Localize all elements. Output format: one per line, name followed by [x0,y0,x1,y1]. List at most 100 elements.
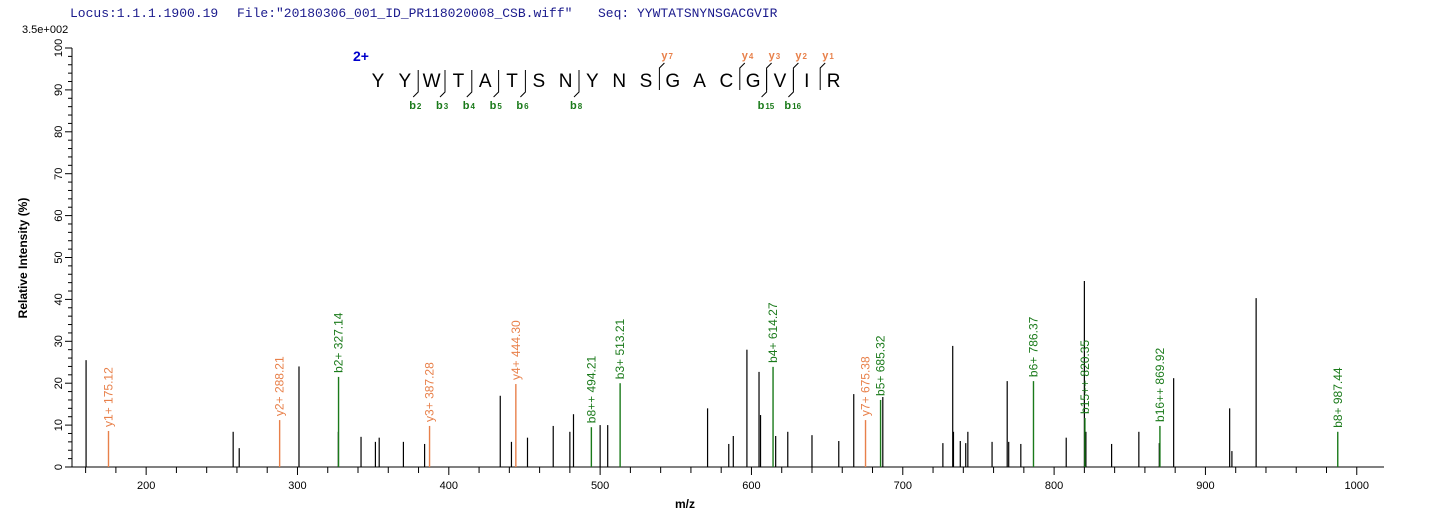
y-ion-marker: y4 [742,50,754,62]
residue: Y [398,71,411,92]
y-ion-number: 2 [803,52,808,61]
residue: N [559,71,573,92]
b-ion-letter: b [463,100,470,112]
residue: Y [372,71,385,92]
b-ion-letter: b [570,100,577,112]
b-ion-letter: b [516,100,523,112]
x-axis-label: m/z [675,497,695,511]
intensity-scale-label: 3.5e+002 [22,24,68,36]
y-tick-label: 0 [53,464,65,470]
residue: S [640,71,653,92]
y-ion-number: 3 [776,52,781,61]
b-ion-peak-label: b16++ 869.92 [1153,348,1167,422]
b-ion-letter: b [409,100,416,112]
residue: T [453,71,465,92]
residue: Y [586,71,599,92]
y-tick-label: 20 [53,377,65,389]
residue: S [532,71,545,92]
x-tick-label: 300 [288,480,306,492]
x-tick-label: 900 [1196,480,1214,492]
b-ion-number: 15 [765,102,774,111]
y-ion-number: 7 [669,52,674,61]
b-ion-number: 3 [444,102,449,111]
x-tick-label: 700 [894,480,912,492]
x-tick-label: 800 [1045,480,1063,492]
y-ion-peak-label: y1+ 175.12 [101,367,115,427]
residue: G [665,71,680,92]
b-ion-marker: b8 [570,100,583,112]
residue: T [506,71,518,92]
y-ion-peak-label: y4+ 444.30 [509,320,523,380]
y-ion-letter: y [822,50,829,62]
y-ion-number: 4 [749,52,754,61]
sequence-label: Seq: YYWTATSNYNSGACGVIR [598,6,778,21]
x-tick-label: 200 [137,480,155,492]
y-ion-marker: y2 [795,50,807,62]
b-ion-bracket [761,70,768,98]
y-tick-label: 90 [53,84,65,96]
y-ion-bracket [792,62,799,90]
b-ion-letter: b [436,100,443,112]
residue: V [774,71,787,92]
b-ion-bracket [493,70,500,98]
y-tick-label: 50 [53,251,65,263]
b-ion-marker: b2 [409,100,422,112]
y-ion-peak-label: y2+ 288.21 [273,356,287,416]
y-ion-letter: y [742,50,749,62]
b-ion-number: 2 [417,102,422,111]
y-tick-label: 100 [53,39,65,57]
x-tick-label: 1000 [1345,480,1369,492]
b-ion-bracket [466,70,473,98]
locus-label: Locus:1.1.1.1900.19 [70,6,218,21]
b-ion-letter: b [758,100,765,112]
b-ion-bracket [788,70,794,98]
residue: N [612,71,626,92]
b-ion-marker: b5 [490,100,503,112]
y-ion-letter: y [769,50,776,62]
y-ion-bracket [766,62,772,90]
x-tick-label: 600 [742,480,760,492]
b-ion-marker: b16 [784,100,801,112]
residue: W [423,71,441,92]
y-ion-marker: y3 [769,50,781,62]
b-ion-number: 5 [497,102,502,111]
b-ion-bracket [573,70,580,98]
y-ion-marker: y7 [661,50,673,62]
b-ion-letter: b [490,100,497,112]
y-ion-bracket [658,62,665,90]
y-tick-label: 80 [53,126,65,138]
residue: A [479,71,492,92]
residue: G [746,71,761,92]
b-ion-bracket [439,70,446,98]
b-ion-bracket [520,70,526,98]
b-ion-number: 4 [471,102,476,111]
b-ion-peak-label: b8++ 494.21 [584,355,598,423]
b-ion-peak-label: b3+ 513.21 [613,318,627,379]
x-tick-label: 400 [440,480,458,492]
b-ion-peak-label: b15++ 820.35 [1078,340,1092,414]
b-ion-marker: b6 [516,100,529,112]
residue: R [827,71,841,92]
y-axis-label: Relative Intensity (%) [16,198,30,319]
b-ion-peak-label: b4+ 614.27 [766,302,780,363]
b-ion-marker: b4 [463,100,476,112]
residue: C [720,71,734,92]
b-ion-marker: b3 [436,100,449,112]
residue: A [693,71,706,92]
y-ion-marker: y1 [822,50,834,62]
residue: I [804,71,809,92]
file-label: File:"20180306_001_ID_PR118020008_CSB.wi… [237,6,572,21]
y-tick-label: 30 [53,335,65,347]
b-ion-peak-label: b8+ 987.44 [1331,367,1345,428]
y-tick-label: 10 [53,419,65,431]
y-ion-letter: y [661,50,668,62]
b-ion-number: 16 [792,102,801,111]
y-ion-letter: y [795,50,802,62]
y-tick-label: 70 [53,168,65,180]
y-tick-label: 60 [53,209,65,221]
charge-state-label: 2+ [353,48,369,64]
b-ion-peak-label: b2+ 327.14 [332,312,346,373]
x-tick-label: 500 [591,480,609,492]
b-ion-number: 6 [524,102,529,111]
